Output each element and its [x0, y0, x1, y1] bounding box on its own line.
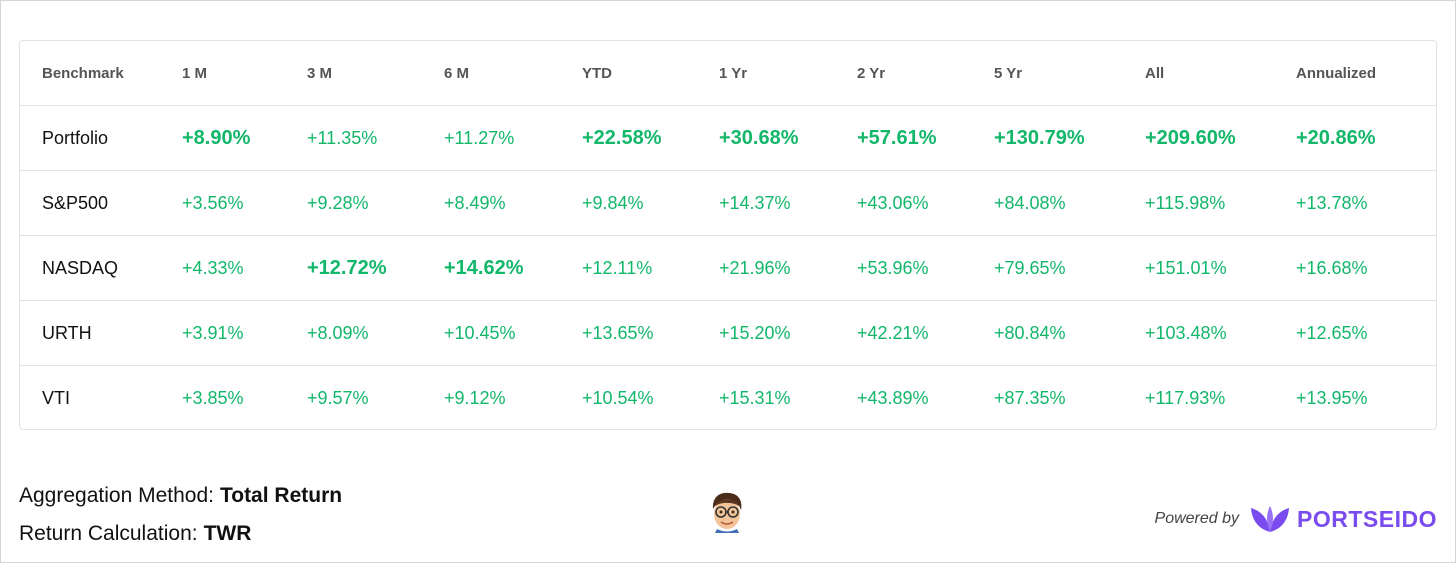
powered-by-branding[interactable]: Powered by PORTSEIDO: [1155, 501, 1437, 537]
return-value: +30.68%: [719, 127, 799, 149]
return-value: +43.06%: [857, 193, 929, 213]
benchmark-name: VTI: [42, 388, 71, 408]
column-header: 3 M: [307, 65, 333, 82]
return-value: +9.57%: [307, 388, 369, 408]
table-row: URTH +3.91% +8.09% +10.45% +13.65% +15.20% +42…: [20, 301, 1436, 366]
return-value: +12.65%: [1296, 323, 1368, 343]
return-value: +20.86%: [1296, 127, 1376, 149]
benchmark-name: URTH: [42, 323, 92, 343]
return-value: +9.28%: [307, 193, 369, 213]
table-row: S&P500 +3.56% +9.28% +8.49% +9.84% +14.37% +43…: [20, 171, 1436, 236]
column-header: 2 Yr: [857, 65, 886, 82]
return-value: +10.54%: [582, 388, 654, 408]
return-value: +16.68%: [1296, 258, 1368, 278]
return-value: +3.91%: [182, 323, 244, 343]
column-header: 1 Yr: [719, 65, 748, 82]
return-value: +8.49%: [444, 193, 506, 213]
powered-by-text: Powered by: [1154, 510, 1240, 527]
column-header: 6 M: [444, 65, 470, 82]
return-value: +151.01%: [1145, 258, 1227, 278]
return-value: +15.31%: [719, 388, 791, 408]
column-header: 5 Yr: [994, 65, 1023, 82]
table-row: Portfolio +8.90% +11.35% +11.27% +22.58% +30.…: [20, 106, 1436, 171]
return-calculation-label: Return Calculation:: [19, 522, 198, 545]
return-value: +12.72%: [307, 257, 387, 279]
return-value: +9.12%: [444, 388, 506, 408]
return-value: +8.90%: [182, 127, 251, 149]
return-value: +13.78%: [1296, 193, 1368, 213]
return-value: +103.48%: [1145, 323, 1227, 343]
return-value: +15.20%: [719, 323, 791, 343]
return-value: +115.98%: [1145, 193, 1226, 213]
return-value: +117.93%: [1145, 388, 1226, 408]
return-value: +14.37%: [719, 193, 791, 213]
column-header: Annualized: [1296, 65, 1377, 82]
aggregation-method-line: Aggregation Method: Total Return: [19, 477, 342, 515]
brand-name: PORTSEIDO: [1297, 505, 1437, 532]
return-value: +8.09%: [307, 323, 369, 343]
table-row: NASDAQ +4.33% +12.72% +14.62% +12.11% +21.96%…: [20, 236, 1436, 301]
return-value: +209.60%: [1145, 127, 1236, 149]
column-header: Benchmark: [42, 65, 124, 82]
return-value: +12.11%: [582, 258, 653, 278]
column-header: YTD: [582, 65, 612, 82]
aggregation-method-label: Aggregation Method:: [19, 484, 214, 507]
return-value: +10.45%: [444, 323, 516, 343]
table-row: VTI +3.85% +9.57% +9.12% +10.54% +15.31% +43.8…: [20, 366, 1436, 431]
return-value: +80.84%: [994, 323, 1066, 343]
return-value: +13.95%: [1296, 388, 1368, 408]
return-calculation-line: Return Calculation: TWR: [19, 515, 342, 553]
return-value: +14.62%: [444, 257, 524, 279]
return-value: +84.08%: [994, 193, 1066, 213]
benchmark-name: NASDAQ: [42, 258, 119, 278]
return-value: +22.58%: [582, 127, 662, 149]
table-header-row: Benchmark 1 M 3 M 6 M YTD 1 Yr 2 Yr 5 Yr All Annu…: [20, 41, 1436, 106]
benchmark-name: S&P500: [42, 193, 109, 213]
return-value: +53.96%: [857, 258, 929, 278]
return-value: +13.65%: [582, 323, 654, 343]
column-header: 1 M: [182, 65, 208, 82]
return-value: +87.35%: [994, 388, 1066, 408]
aggregation-method-value: Total Return: [219, 484, 343, 507]
return-value: +9.84%: [582, 193, 644, 213]
calculation-info: Aggregation Method: Total Return Return …: [19, 477, 342, 553]
return-value: +130.79%: [994, 127, 1085, 149]
return-value: +11.35%: [307, 128, 378, 148]
column-header: All: [1145, 65, 1165, 82]
return-value: +3.85%: [182, 388, 244, 408]
benchmark-table: Benchmark 1 M 3 M 6 M YTD 1 Yr 2 Yr 5 Yr All Annu…: [19, 40, 1437, 430]
return-value: +42.21%: [857, 323, 929, 343]
return-value: +57.61%: [857, 127, 937, 149]
return-value: +43.89%: [857, 388, 929, 408]
return-value: +21.96%: [719, 258, 791, 278]
benchmark-name: Portfolio: [42, 128, 109, 148]
portseido-leaf-logo-icon: [1251, 506, 1290, 532]
return-value: +11.27%: [444, 128, 515, 148]
return-calculation-value: TWR: [203, 522, 252, 545]
return-value: +3.56%: [182, 193, 244, 213]
return-value: +4.33%: [182, 258, 244, 278]
return-value: +79.65%: [994, 258, 1066, 278]
memoji-avatar-icon: [712, 492, 742, 533]
